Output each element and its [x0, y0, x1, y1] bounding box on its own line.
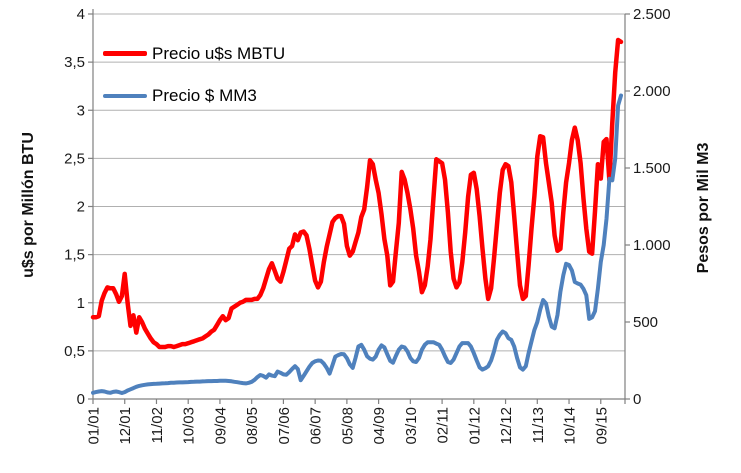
x-axis-tick-label: 03/10 [403, 407, 420, 445]
left-axis-tick-label: 4 [77, 6, 85, 23]
x-axis-tick-label: 12/12 [498, 407, 515, 445]
left-axis-tick-label: 0,5 [64, 343, 85, 360]
x-axis-tick-label: 01/12 [466, 407, 483, 445]
legend-label: Precio u$s MBTU [152, 44, 286, 63]
x-axis-tick-label: 05/08 [339, 407, 356, 445]
x-axis-tick-label: 11/02 [149, 407, 166, 443]
right-axis-tick-label: 1.000 [633, 237, 671, 254]
right-axis-tick-label: 2.500 [633, 6, 671, 23]
left-axis-tick-label: 2,5 [64, 150, 85, 167]
x-axis-tick-label: 01/01 [86, 407, 103, 445]
chart-legend: Precio u$s MBTU Precio $ MM3 [103, 43, 285, 127]
right-axis-tick-label: 500 [633, 314, 658, 331]
axes [88, 9, 630, 404]
legend-line-sample-blue [103, 93, 147, 98]
left-axis-tick-label: 3 [77, 102, 85, 119]
series-line-precio-pesos-mm3 [91, 93, 623, 395]
x-axis-tick-label: 10/03 [181, 407, 198, 445]
x-axis-tick-label: 11/13 [530, 407, 547, 443]
right-axis-tick-label: 0 [633, 391, 641, 408]
right-axis-tick-label: 1.500 [633, 160, 671, 177]
left-axis-tick-label: 1 [77, 295, 85, 312]
gridlines [93, 13, 625, 352]
left-axis-tick-label: 3,5 [64, 54, 85, 71]
x-axis-tick-label: 10/14 [562, 407, 579, 445]
right-axis-tick-label: 2.000 [633, 83, 671, 100]
series-line-precio-usd-mbtu [90, 37, 624, 350]
x-axis-tick-label: 02/11 [435, 407, 452, 443]
x-axis-tick-label: 06/07 [308, 407, 325, 445]
legend-item-precio-usd-mbtu: Precio u$s MBTU [103, 43, 285, 64]
left-axis-title: u$s por Millón BTU [20, 132, 37, 278]
x-axis-tick-label: 09/15 [593, 407, 610, 445]
left-axis-tick-label: 0 [77, 391, 85, 408]
x-axis-tick-label: 09/04 [212, 407, 229, 445]
x-axis-tick-label: 12/01 [117, 407, 134, 445]
right-axis-title: Pesos por Mil M3 [695, 143, 712, 274]
legend-line-sample-red [103, 51, 147, 56]
legend-label: Precio $ MM3 [152, 86, 257, 105]
x-axis-tick-label: 07/06 [276, 407, 293, 445]
left-axis-tick-label: 1,5 [64, 247, 85, 264]
legend-item-precio-pesos-mm3: Precio $ MM3 [103, 85, 285, 106]
x-axis-tick-label: 08/05 [244, 407, 261, 445]
x-axis-tick-label: 04/09 [371, 407, 388, 445]
left-axis-tick-label: 2 [77, 199, 85, 216]
